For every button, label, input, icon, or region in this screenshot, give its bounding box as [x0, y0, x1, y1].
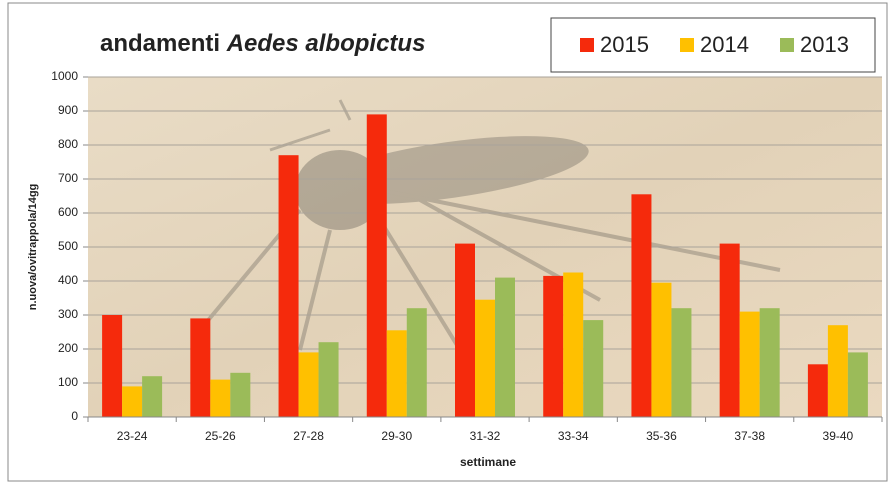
y-tick-label: 600 [58, 205, 78, 219]
y-tick-label: 1000 [51, 69, 78, 83]
legend-label: 2013 [800, 32, 849, 57]
legend-label: 2015 [600, 32, 649, 57]
x-tick-label: 29-30 [381, 429, 412, 443]
title-species: Aedes albopictus [226, 30, 426, 57]
bar [122, 386, 142, 417]
bar [671, 308, 691, 417]
x-tick-label: 27-28 [293, 429, 324, 443]
x-tick-label: 39-40 [823, 429, 854, 443]
bar [319, 342, 339, 417]
bar [740, 312, 760, 417]
bar [631, 194, 651, 417]
page: andamenti Aedes albopictus settimane n.u… [0, 0, 889, 486]
legend-swatch [580, 38, 594, 52]
y-tick-label: 800 [58, 137, 78, 151]
bar [760, 308, 780, 417]
y-tick-label: 700 [58, 171, 78, 185]
x-tick-label: 31-32 [470, 429, 501, 443]
y-tick-label: 0 [71, 409, 78, 423]
x-tick-label: 25-26 [205, 429, 236, 443]
bar [367, 114, 387, 417]
bar [651, 283, 671, 417]
bar [848, 352, 868, 417]
x-tick-label: 35-36 [646, 429, 677, 443]
legend-swatch [680, 38, 694, 52]
x-tick-label: 37-38 [734, 429, 765, 443]
bar [190, 318, 210, 417]
bar [210, 380, 230, 417]
x-tick-label: 33-34 [558, 429, 589, 443]
chart-title: andamenti Aedes albopictus [100, 30, 425, 57]
bar [102, 315, 122, 417]
chart: andamenti Aedes albopictus settimane n.u… [0, 0, 889, 486]
bar [495, 278, 515, 417]
y-axis-label: n.uova/ovitrappola/14gg [27, 184, 39, 311]
y-tick-label: 200 [58, 341, 78, 355]
bar [828, 325, 848, 417]
y-tick-label: 100 [58, 375, 78, 389]
y-tick-label: 900 [58, 103, 78, 117]
bar [543, 276, 563, 417]
y-tick-label: 400 [58, 273, 78, 287]
legend-label: 2014 [700, 32, 749, 57]
bar [563, 273, 583, 418]
bar [387, 330, 407, 417]
bar [407, 308, 427, 417]
y-tick-label: 500 [58, 239, 78, 253]
x-tick-label: 23-24 [117, 429, 148, 443]
x-axis-label: settimane [460, 455, 516, 469]
title-text: andamenti [100, 30, 220, 57]
bar [720, 244, 740, 417]
bar [808, 364, 828, 417]
bar [475, 300, 495, 417]
bar [299, 352, 319, 417]
y-tick-label: 300 [58, 307, 78, 321]
bar [455, 244, 475, 417]
legend-swatch [780, 38, 794, 52]
bar [142, 376, 162, 417]
bar [583, 320, 603, 417]
bar [230, 373, 250, 417]
bar [279, 155, 299, 417]
